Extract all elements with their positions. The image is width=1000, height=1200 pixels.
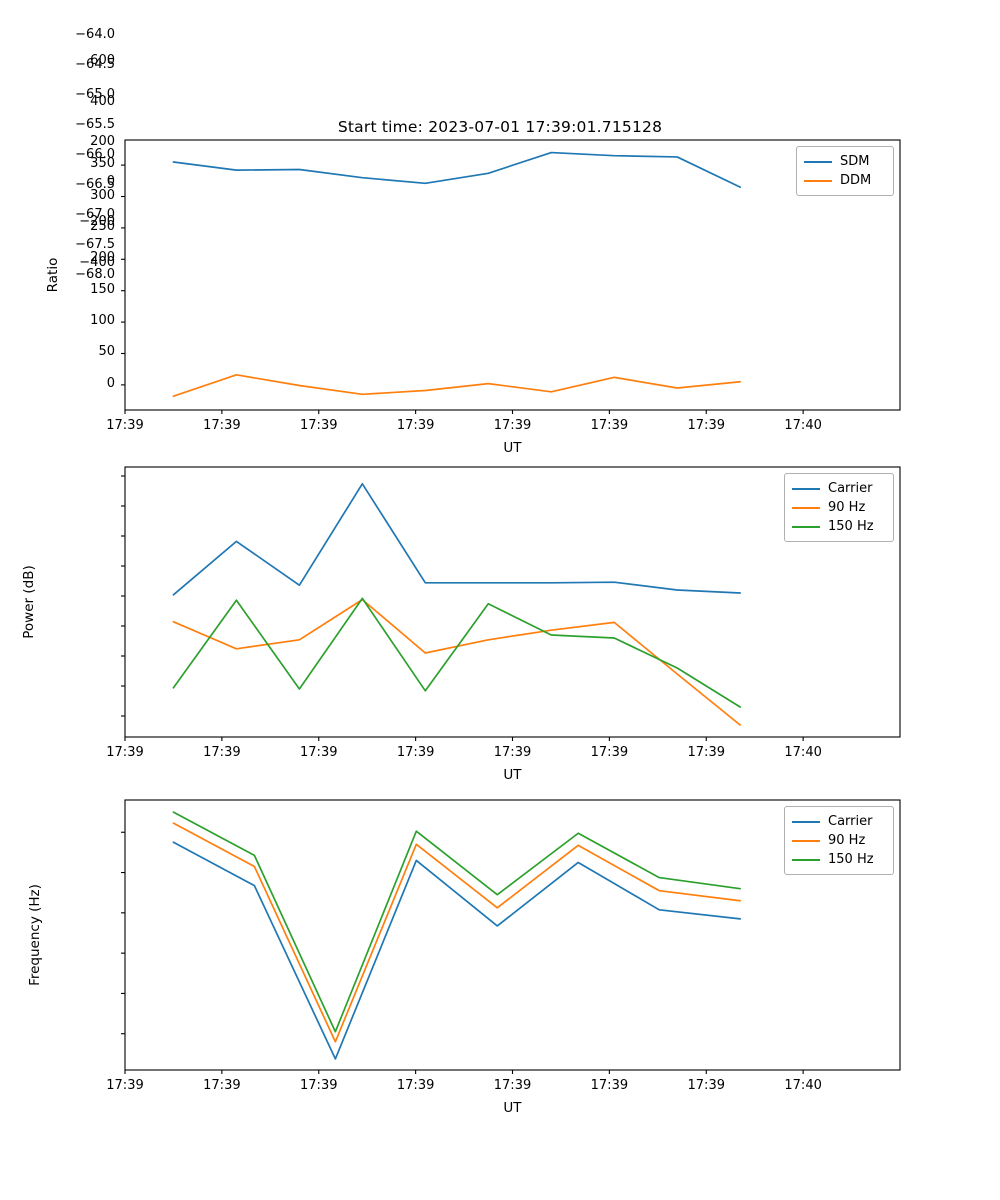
legend-item[interactable]: SDM (804, 152, 886, 171)
series-line-150-hz (172, 597, 742, 708)
x-tick-label: 17:39 (203, 1078, 241, 1093)
x-tick-label: 17:39 (687, 418, 725, 433)
y-tick-label: −65.0 (75, 87, 115, 102)
legend-item[interactable]: 90 Hz (792, 831, 886, 850)
legend-label: 90 Hz (828, 833, 866, 848)
legend-swatch-line-icon (792, 858, 820, 861)
y-tick-label: 100 (90, 313, 115, 329)
x-axis-label-ut-frequency: UT (503, 1100, 522, 1116)
y-tick-label: 50 (98, 344, 115, 360)
x-tick-label: 17:39 (590, 1078, 629, 1093)
x-tick-label: 17:39 (203, 418, 241, 433)
legend-label: 150 Hz (828, 852, 874, 867)
series-line-carrier (172, 841, 742, 1060)
series-line-90-hz (172, 598, 742, 726)
legend-swatch-line-icon (792, 525, 820, 528)
x-tick-label: 17:39 (687, 1078, 725, 1093)
legend-label: 90 Hz (828, 500, 866, 515)
y-tick-label: 350 (90, 156, 115, 172)
x-tick-label: 17:39 (687, 745, 725, 760)
legend-swatch-line-icon (792, 487, 820, 490)
x-tick-label: 17:39 (590, 418, 629, 433)
subplot-frequency: Frequency (Hz) UT −400 −200 0 200 400 600 17:… (0, 53, 1000, 1200)
series-line-sdm (172, 151, 742, 188)
x-tick-label: 17:39 (493, 745, 532, 760)
y-tick-label: −66.0 (75, 147, 115, 162)
x-tick-label: 17:39 (396, 745, 435, 760)
legend-item[interactable]: 150 Hz (792, 517, 886, 536)
legend-label: Carrier (828, 481, 873, 496)
series-line-ddm (172, 373, 742, 398)
y-tick-label: 150 (90, 281, 115, 297)
legend-swatch-line-icon (792, 506, 820, 509)
y-tick-label: −400 (79, 254, 115, 270)
y-tick-label: 200 (90, 133, 115, 149)
plot-area-power (121, 466, 901, 741)
x-tick-label: 17:39 (203, 745, 241, 760)
y-tick-label: 250 (90, 218, 115, 234)
subplot-power: Power (dB) UT −64.0 −64.5 −65.0 −65.5 −66.0 −… (0, 27, 1000, 783)
x-tick-label: 17:40 (784, 745, 822, 760)
x-tick-label: 17:39 (493, 418, 532, 433)
x-tick-label: 17:39 (396, 418, 435, 433)
subplot-ratio: Ratio UT 0 50 100 150 200 250 300 350 17:39 17:3… (0, 0, 1000, 456)
y-tick-label: 0 (106, 375, 115, 391)
x-tick-label: 17:40 (784, 1078, 822, 1093)
x-axis-label-ut-ratio: UT (503, 440, 522, 456)
x-tick-label: 17:39 (396, 1078, 435, 1093)
legend-label: SDM (840, 154, 870, 169)
legend-swatch-line-icon (792, 820, 820, 823)
legend-swatch-line-icon (792, 839, 820, 842)
y-tick-label: 0 (106, 174, 115, 190)
series-line-90-hz (172, 822, 742, 1043)
y-tick-label: −68.0 (75, 267, 115, 282)
figure-title: Start time: 2023-07-01 17:39:01.715128 (337, 118, 663, 136)
x-tick-label: 17:39 (106, 418, 144, 433)
legend-item[interactable]: Carrier (792, 479, 886, 498)
y-tick-label: 200 (90, 250, 115, 266)
y-tick-label: −65.5 (75, 117, 115, 132)
legend-item[interactable]: 90 Hz (792, 498, 886, 517)
x-tick-label: 17:39 (493, 1078, 532, 1093)
legend-item[interactable]: DDM (804, 171, 886, 190)
legend-ratio[interactable]: SDM DDM (796, 146, 894, 196)
legend-swatch-line-icon (804, 160, 832, 163)
x-tick-label: 17:39 (590, 745, 629, 760)
series-line-150-hz (172, 811, 742, 1033)
plot-area-frequency (121, 799, 901, 1074)
x-tick-label: 17:39 (300, 745, 338, 760)
legend-swatch-line-icon (804, 179, 832, 182)
y-tick-label: 600 (90, 53, 115, 69)
y-tick-label: 400 (90, 93, 115, 109)
y-tick-label: −200 (79, 214, 115, 230)
x-tick-label: 17:39 (300, 1078, 338, 1093)
x-tick-label: 17:39 (106, 1078, 144, 1093)
x-axis-label-ut-power: UT (503, 767, 522, 783)
axes-frame (124, 139, 901, 411)
legend-label: Carrier (828, 814, 873, 829)
y-tick-label: −64.0 (75, 27, 115, 42)
legend-power[interactable]: Carrier 90 Hz 150 Hz (784, 473, 894, 542)
legend-label: 150 Hz (828, 519, 874, 534)
y-tick-label: −67.5 (75, 237, 115, 252)
x-tick-label: 17:39 (106, 745, 144, 760)
y-axis-label-power: Power (dB) (21, 565, 37, 639)
y-tick-label: −64.5 (75, 57, 115, 72)
x-tick-label: 17:40 (784, 418, 822, 433)
y-axis-label-frequency: Frequency (Hz) (27, 884, 43, 986)
legend-item[interactable]: 150 Hz (792, 850, 886, 869)
y-tick-label: −66.5 (75, 177, 115, 192)
series-line-carrier (172, 482, 742, 596)
y-tick-label: −67.0 (75, 207, 115, 222)
legend-frequency[interactable]: Carrier 90 Hz 150 Hz (784, 806, 894, 875)
y-tick-label: 300 (90, 187, 115, 203)
x-tick-label: 17:39 (300, 418, 338, 433)
legend-item[interactable]: Carrier (792, 812, 886, 831)
legend-label: DDM (840, 173, 872, 188)
plot-area-ratio (121, 139, 901, 414)
